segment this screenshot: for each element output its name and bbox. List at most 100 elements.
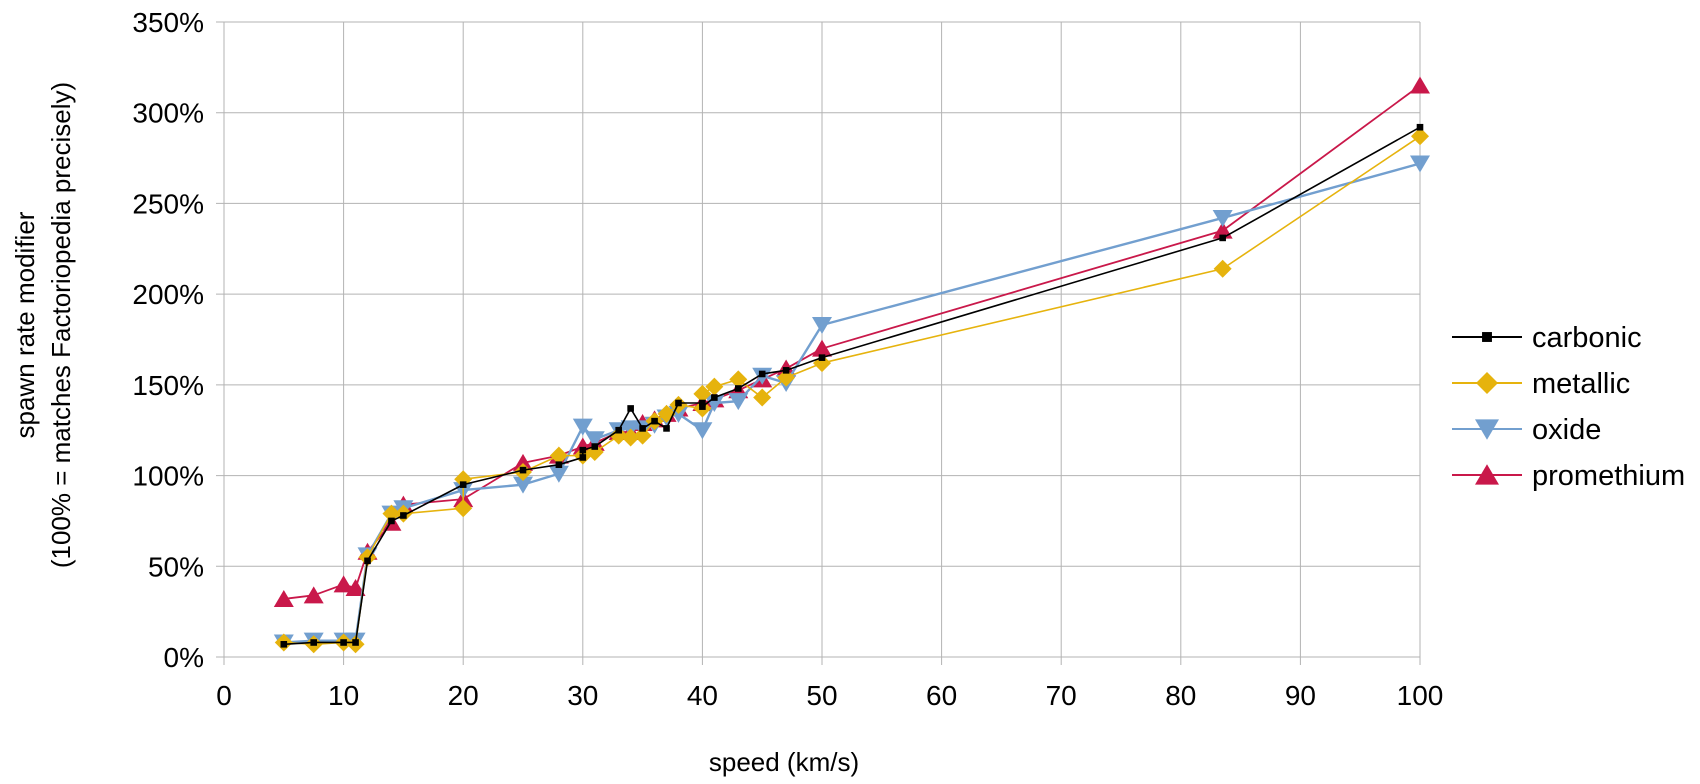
data-point-carbonic — [639, 425, 646, 432]
data-point-carbonic — [699, 403, 706, 410]
data-point-carbonic — [579, 446, 587, 454]
data-point-promethium — [333, 575, 354, 593]
y-axis-title-line2: (100% = matches Factoriopedia precisely) — [46, 82, 76, 568]
legend-label: oxide — [1532, 414, 1601, 446]
data-point-oxide — [513, 476, 533, 494]
x-tick-label: 100 — [1397, 680, 1444, 711]
legend-marker-metallic — [1476, 372, 1498, 394]
series-line-promethium — [283, 84, 1421, 600]
data-point-metallic — [705, 377, 724, 396]
x-tick-label: 40 — [687, 680, 718, 711]
legend-label: promethium — [1532, 460, 1685, 492]
data-point-carbonic — [627, 405, 634, 412]
data-point-carbonic — [1219, 234, 1226, 242]
series-line-oxide — [283, 162, 1421, 644]
data-point-carbonic — [400, 512, 407, 519]
y-tick-label: 50% — [148, 551, 204, 582]
data-point-carbonic — [699, 399, 706, 407]
data-point-oxide — [692, 422, 713, 440]
data-point-carbonic — [459, 481, 467, 488]
series-line-carbonic — [283, 126, 1421, 646]
data-point-carbonic — [364, 557, 371, 565]
series-carbonic — [280, 123, 1424, 648]
data-point-promethium — [513, 453, 533, 471]
data-point-oxide — [812, 316, 832, 334]
data-point-carbonic — [651, 417, 658, 425]
data-point-carbonic — [388, 517, 395, 525]
y-tick-label: 350% — [132, 7, 204, 38]
data-point-oxide — [1410, 155, 1430, 173]
x-tick-label: 30 — [567, 680, 598, 711]
y-tick-label: 300% — [132, 98, 204, 129]
x-tick-label: 70 — [1046, 680, 1077, 711]
data-point-promethium — [303, 586, 324, 604]
data-point-oxide — [548, 465, 569, 483]
legend-marker-carbonic — [1482, 332, 1492, 342]
y-tick-label: 150% — [132, 370, 204, 401]
data-point-carbonic — [615, 426, 622, 434]
series-oxide — [273, 155, 1430, 652]
data-point-carbonic — [352, 639, 359, 646]
data-point-carbonic — [758, 370, 766, 378]
x-tick-label: 10 — [328, 680, 359, 711]
data-point-promethium — [812, 339, 832, 357]
y-tick-label: 100% — [132, 461, 204, 492]
series-line-metallic — [283, 135, 1421, 646]
data-point-carbonic — [675, 399, 682, 407]
data-point-oxide — [728, 393, 749, 411]
grid — [216, 21, 1421, 665]
data-point-carbonic — [579, 454, 587, 461]
data-point-promethium — [1410, 76, 1430, 94]
data-point-metallic — [633, 426, 652, 445]
data-point-oxide — [668, 405, 689, 423]
legend-item-oxide: oxide — [1452, 414, 1601, 446]
data-point-metallic — [777, 368, 796, 387]
data-point-carbonic — [818, 354, 826, 361]
y-tick-label: 200% — [132, 279, 204, 310]
data-point-metallic — [454, 499, 473, 518]
data-point-promethium — [345, 579, 366, 597]
data-point-carbonic — [1416, 123, 1424, 131]
data-point-carbonic — [340, 639, 347, 646]
x-tick-label: 50 — [806, 680, 837, 711]
data-point-carbonic — [519, 466, 527, 474]
x-tick-label: 60 — [926, 680, 957, 711]
data-point-oxide — [572, 418, 593, 436]
y-axis-title-line1: spawn rate modifier — [10, 211, 40, 438]
x-axis-title: speed (km/s) — [709, 747, 859, 777]
y-tick-label: 0% — [164, 642, 204, 673]
y-tick-label: 250% — [132, 188, 204, 219]
axes: 0 10 20 30 40 50 60 70 80 90 100 0% 50% 100% 150% 200% 2… — [132, 7, 1443, 711]
data-point-carbonic — [782, 367, 790, 374]
data-point-promethium — [273, 589, 294, 607]
legend-item-carbonic: carbonic — [1452, 322, 1642, 354]
legend-marker-oxide — [1475, 419, 1499, 440]
data-point-carbonic — [310, 639, 317, 646]
data-point-carbonic — [280, 641, 288, 648]
data-point-metallic — [609, 426, 628, 445]
data-point-metallic — [1213, 259, 1232, 278]
data-point-metallic — [693, 384, 712, 403]
legend-marker-promethium — [1475, 464, 1499, 485]
legend-item-metallic: metallic — [1452, 368, 1630, 400]
legend-label: carbonic — [1532, 322, 1642, 354]
data-point-carbonic — [734, 385, 742, 392]
data-point-metallic — [753, 388, 772, 407]
data-point-metallic — [729, 370, 748, 389]
data-point-carbonic — [711, 394, 718, 401]
data-point-carbonic — [591, 443, 599, 450]
series-promethium — [273, 76, 1430, 607]
data-point-metallic — [1411, 127, 1429, 146]
data-point-oxide — [1212, 209, 1233, 227]
plot-area — [273, 76, 1430, 654]
x-tick-label: 20 — [448, 680, 479, 711]
data-point-carbonic — [663, 425, 670, 432]
data-point-metallic — [549, 446, 568, 465]
legend-item-promethium: promethium — [1452, 460, 1685, 492]
x-tick-label: 80 — [1165, 680, 1196, 711]
data-point-carbonic — [555, 461, 563, 468]
data-point-oxide — [704, 395, 725, 412]
x-tick-label: 0 — [216, 680, 232, 711]
legend: carbonic metallic oxide promethium — [1452, 322, 1685, 492]
